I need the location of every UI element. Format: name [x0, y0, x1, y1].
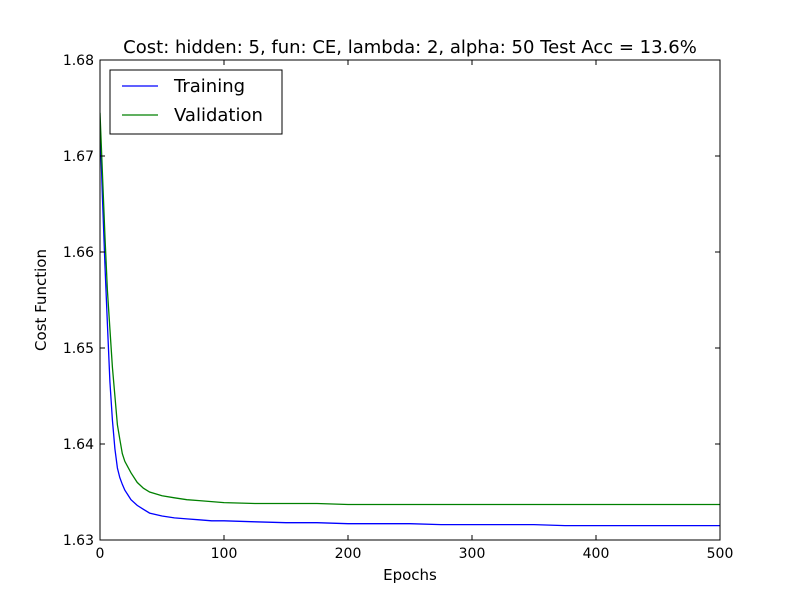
plot-area [100, 60, 720, 540]
y-axis-label: Cost Function [32, 249, 50, 351]
y-tick-label: 1.64 [63, 437, 94, 453]
legend: Training Validation [109, 69, 283, 135]
y-tick-label: 1.68 [63, 53, 94, 69]
x-axis-label: Epochs [383, 566, 437, 584]
chart-title: Cost: hidden: 5, fun: CE, lambda: 2, alp… [123, 37, 697, 58]
y-tick-label: 1.66 [63, 245, 94, 261]
plot-frame [99, 59, 721, 541]
legend-label-training: Training [173, 76, 245, 97]
x-tick-label: 100 [211, 546, 238, 562]
y-tick-label: 1.67 [63, 149, 94, 165]
legend-box [109, 69, 283, 135]
x-tick-label: 0 [96, 546, 105, 562]
legend-label-validation: Validation [174, 105, 263, 126]
y-tick-label: 1.65 [63, 341, 94, 357]
x-tick-label: 200 [335, 546, 362, 562]
series-line-training [100, 122, 720, 527]
x-tick-label: 500 [707, 546, 734, 562]
x-tick-label: 400 [583, 546, 610, 562]
x-tick-label: 300 [459, 546, 486, 562]
ticks-layer: 0 100 200 300 400 500 1.63 1.64 1.65 1.66 1.67 1.68 [63, 53, 734, 562]
series-layer [100, 112, 720, 527]
series-line-validation [100, 112, 720, 506]
y-tick-label: 1.63 [63, 533, 94, 549]
